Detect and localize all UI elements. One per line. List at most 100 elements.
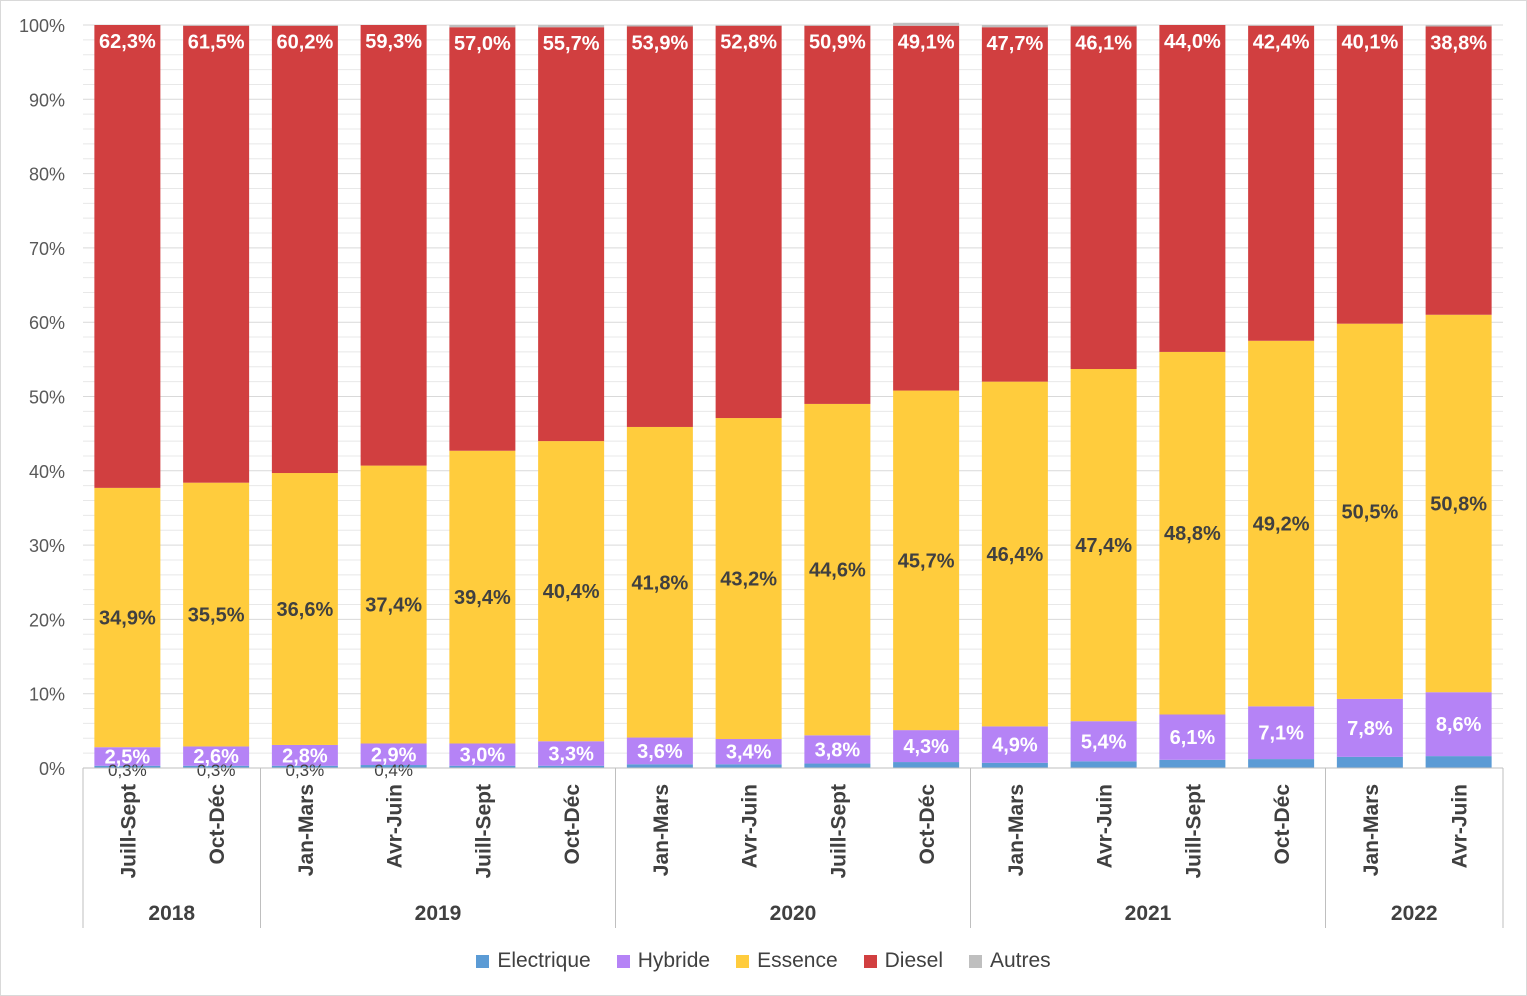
y-tick-label: 60% bbox=[29, 313, 65, 333]
bar-autres bbox=[183, 25, 250, 26]
data-label-diesel: 44,0% bbox=[1164, 31, 1221, 53]
bar-hybride bbox=[271, 744, 338, 766]
bar-electrique bbox=[1336, 756, 1403, 768]
bar-autres bbox=[626, 25, 693, 27]
data-label-diesel: 50,9% bbox=[809, 32, 866, 54]
bar-hybride bbox=[360, 743, 427, 766]
data-label-hybride: 3,8% bbox=[815, 739, 861, 761]
data-label-diesel: 55,7% bbox=[543, 33, 600, 55]
y-tick-label: 40% bbox=[29, 462, 65, 482]
legend-label: Hybride bbox=[637, 949, 711, 972]
bar-autres bbox=[1070, 25, 1137, 27]
bar-electrique bbox=[449, 765, 516, 768]
bar-essence bbox=[715, 418, 782, 740]
year-group-label: 2021 bbox=[1125, 902, 1172, 925]
data-label-essence: 44,6% bbox=[809, 560, 866, 582]
bar-diesel bbox=[715, 25, 782, 419]
bar-essence bbox=[1070, 369, 1137, 722]
bar-electrique bbox=[94, 765, 161, 768]
bar-electrique bbox=[1070, 761, 1137, 768]
bar-diesel bbox=[981, 27, 1048, 382]
legend-label: Electrique bbox=[497, 949, 591, 972]
data-label-electrique: 0,3% bbox=[286, 761, 325, 780]
bar-diesel bbox=[449, 27, 516, 451]
bar-hybride bbox=[893, 730, 960, 763]
data-label-essence: 50,5% bbox=[1342, 501, 1399, 523]
y-tick-label: 0% bbox=[39, 759, 65, 779]
data-label-electrique: 0,3% bbox=[197, 761, 236, 780]
bar-electrique bbox=[715, 764, 782, 768]
y-tick-label: 20% bbox=[29, 610, 65, 630]
bar-essence bbox=[94, 487, 161, 748]
data-label-diesel: 42,4% bbox=[1253, 32, 1310, 54]
data-label-hybride: 5,4% bbox=[1081, 731, 1127, 753]
bar-essence bbox=[981, 381, 1048, 727]
data-label-diesel: 47,7% bbox=[987, 33, 1044, 55]
category-label: Avr-Juin bbox=[1449, 784, 1472, 868]
bar-diesel bbox=[271, 25, 338, 474]
bar-essence bbox=[449, 450, 516, 744]
bar-diesel bbox=[1425, 26, 1492, 315]
bar-hybride bbox=[94, 747, 161, 766]
data-label-essence: 40,4% bbox=[543, 581, 600, 603]
bar-essence bbox=[626, 426, 693, 738]
data-label-essence: 41,8% bbox=[632, 572, 689, 594]
bar-diesel bbox=[626, 26, 693, 427]
category-label: Oct-Déc bbox=[916, 784, 939, 865]
data-label-essence: 34,9% bbox=[99, 608, 156, 630]
legend-item-essence: Essence bbox=[736, 949, 838, 973]
legend-swatch bbox=[968, 954, 982, 968]
data-label-diesel: 53,9% bbox=[632, 32, 689, 54]
y-tick-label: 70% bbox=[29, 239, 65, 259]
data-label-hybride: 8,6% bbox=[1436, 714, 1482, 736]
bar-essence bbox=[1248, 340, 1315, 707]
data-label-hybride: 3,4% bbox=[726, 742, 772, 764]
data-label-hybride: 2,8% bbox=[282, 745, 328, 767]
bar-essence bbox=[360, 465, 427, 744]
bar-autres bbox=[1336, 25, 1403, 26]
bar-essence bbox=[893, 390, 960, 731]
bar-diesel bbox=[360, 25, 427, 466]
bar-electrique bbox=[271, 765, 338, 768]
data-label-hybride: 4,3% bbox=[903, 736, 949, 758]
bar-essence bbox=[1159, 351, 1226, 715]
bar-hybride bbox=[449, 743, 516, 766]
data-label-hybride: 4,9% bbox=[992, 735, 1038, 757]
y-tick-label: 90% bbox=[29, 90, 65, 110]
bar-essence bbox=[1425, 314, 1492, 693]
legend-swatch bbox=[616, 954, 630, 968]
bar-diesel bbox=[1336, 25, 1403, 324]
data-label-essence: 37,4% bbox=[365, 595, 422, 617]
legend-label: Diesel bbox=[884, 949, 943, 972]
bar-autres bbox=[538, 25, 605, 28]
year-group-label: 2022 bbox=[1391, 902, 1438, 925]
legend: Electrique Hybride Essence Diesel Autres bbox=[0, 946, 1527, 976]
stacked-bar-chart: 0%10%20%30%40%50%60%70%80%90%100%0,3%2,5… bbox=[19, 16, 1504, 928]
bar-autres bbox=[449, 25, 516, 28]
bar-autres bbox=[715, 25, 782, 26]
bar-hybride bbox=[538, 741, 605, 766]
category-label: Oct-Déc bbox=[561, 784, 584, 865]
category-label: Oct-Déc bbox=[206, 784, 229, 865]
bar-autres bbox=[1248, 25, 1315, 26]
bar-hybride bbox=[804, 735, 871, 764]
data-label-hybride: 3,6% bbox=[637, 741, 683, 763]
data-label-hybride: 6,1% bbox=[1170, 727, 1216, 749]
legend-label: Autres bbox=[989, 949, 1051, 972]
data-label-essence: 43,2% bbox=[720, 569, 777, 591]
category-label: Jan-Mars bbox=[295, 784, 318, 876]
bar-diesel bbox=[1159, 25, 1226, 352]
bar-autres bbox=[893, 22, 960, 26]
category-label: Juill-Sept bbox=[1182, 784, 1205, 879]
data-label-essence: 36,6% bbox=[277, 599, 334, 621]
data-label-hybride: 7,8% bbox=[1347, 718, 1393, 740]
data-label-diesel: 49,1% bbox=[898, 32, 955, 54]
y-tick-label: 50% bbox=[29, 388, 65, 408]
data-label-essence: 47,4% bbox=[1075, 535, 1132, 557]
bar-essence bbox=[271, 473, 338, 745]
year-group-label: 2020 bbox=[770, 902, 817, 925]
bar-autres bbox=[804, 25, 871, 26]
data-label-diesel: 61,5% bbox=[188, 32, 245, 54]
bar-electrique bbox=[538, 765, 605, 768]
y-tick-label: 10% bbox=[29, 685, 65, 705]
